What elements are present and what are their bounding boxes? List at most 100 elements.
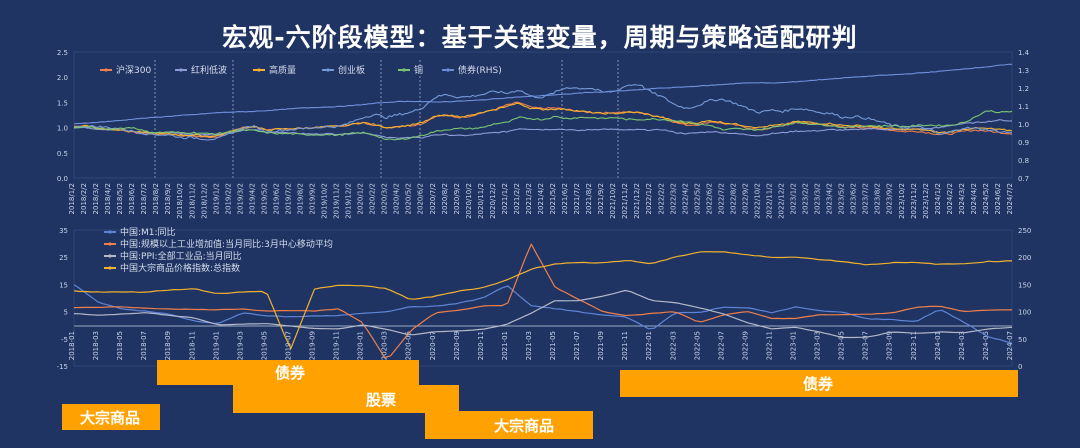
x-tick-label: 2018-03 <box>92 331 100 360</box>
legend-entry: 中国大宗商品价格指数:总指数 <box>120 262 240 274</box>
x-tick-label: 2019-09 <box>309 331 317 360</box>
x-tick-label: 2021-07 <box>573 331 581 360</box>
x-tick-label: 2023/4/2 <box>826 183 834 214</box>
x-tick-label: 2019/6/2 <box>272 183 280 214</box>
y-tick-label: 0.0 <box>57 175 68 183</box>
y-tick-label: 0.5 <box>57 150 68 158</box>
x-tick-label: 2022/6/2 <box>705 183 713 214</box>
x-tick-label: 2019/2/2 <box>224 183 232 214</box>
legend-entry: 沪深300 <box>116 64 151 76</box>
x-tick-label: 2018/12/2 <box>200 183 208 219</box>
x-tick-label: 2022/1/2 <box>645 183 653 214</box>
x-tick-label: 2023/8/2 <box>874 183 882 214</box>
x-tick-label: 2021/1/2 <box>501 183 509 214</box>
x-tick-label: 2022-09 <box>741 331 749 360</box>
legend-marker <box>257 68 261 72</box>
y-tick-label: 2.5 <box>57 49 68 57</box>
legend-marker <box>179 68 183 72</box>
x-tick-label: 2018-11 <box>188 331 196 360</box>
y-tick-label: 1.0 <box>57 125 68 133</box>
x-tick-label: 2023/5/2 <box>838 183 846 214</box>
x-tick-label: 2019/1/2 <box>212 183 220 214</box>
x-tick-label: 2021/8/2 <box>585 183 593 214</box>
series-line <box>74 251 1012 350</box>
x-tick-label: 2023-09 <box>886 331 894 360</box>
x-tick-label: 2024/2/2 <box>946 183 954 214</box>
x-tick-label: 2019/5/2 <box>260 183 268 214</box>
legend-marker <box>104 68 108 72</box>
x-tick-label: 2020-11 <box>477 331 485 360</box>
legend-marker <box>108 254 112 258</box>
x-tick-label: 2019/4/2 <box>248 183 256 214</box>
x-tick-label: 2020-03 <box>381 331 389 360</box>
x-tick-label: 2020/3/2 <box>381 183 389 214</box>
bottom-chart: -15 -5 5 15 25 35 0 50 100 150 200 250 2018-01 2018-0… <box>57 226 1032 371</box>
y2-tick-label: 1.3 <box>1018 67 1029 75</box>
y2-tick-label: 1.2 <box>1018 85 1029 93</box>
x-tick-label: 2018-09 <box>164 331 172 360</box>
x-tick-label: 2023/12/2 <box>922 183 930 219</box>
page-title: 宏观-六阶段模型：基于关键变量，周期与策略适配研判 <box>222 23 858 52</box>
x-tick-label: 2021/3/2 <box>525 183 533 214</box>
x-tick-label: 2019-05 <box>260 331 268 360</box>
phase-bar <box>233 385 459 413</box>
x-tick-label: 2018/2/2 <box>80 183 88 214</box>
plot-frame <box>73 229 1013 367</box>
x-tick-label: 2022/10/2 <box>753 183 761 219</box>
x-tick-label: 2020/11/2 <box>477 183 485 219</box>
x-tick-label: 2022/5/2 <box>693 183 701 214</box>
phase-bar <box>620 370 1018 397</box>
phase-label: 债券 <box>803 375 834 393</box>
series-group <box>74 243 1012 359</box>
x-tick-label: 2019-11 <box>333 331 341 360</box>
x-tick-label: 2018/4/2 <box>104 183 112 214</box>
x-tick-label: 2020/6/2 <box>417 183 425 214</box>
x-tick-label: 2023/9/2 <box>886 183 894 214</box>
phase-label: 大宗商品 <box>80 409 140 427</box>
x-tick-label: 2021-09 <box>597 331 605 360</box>
x-tick-label: 2021-03 <box>525 331 533 360</box>
x-tick-label: 2023/11/2 <box>910 183 918 219</box>
x-tick-label: 2018-07 <box>140 331 148 360</box>
y2-tick-label: 1.4 <box>1018 49 1030 57</box>
x-tick-label: 2023/1/2 <box>790 183 798 214</box>
y-tick-label: 15 <box>59 281 68 289</box>
legend-marker <box>108 266 112 270</box>
legend-entry: 中国:规模以上工业增加值:当月同比:3月中心移动平均 <box>120 238 333 250</box>
y-tick-label: 35 <box>59 227 68 235</box>
series-line <box>74 243 1012 359</box>
phase-bar <box>62 404 160 430</box>
x-tick-label: 2024-05 <box>982 331 990 360</box>
x-tick-label: 2018/3/2 <box>92 183 100 214</box>
x-tick-label: 2018/11/2 <box>188 183 196 219</box>
x-tick-label: 2020/2/2 <box>369 183 377 214</box>
x-tick-label: 2022-11 <box>765 331 773 360</box>
x-tick-label: 2019/10/2 <box>321 183 329 219</box>
x-tick-label: 2023-05 <box>838 331 846 360</box>
x-tick-label: 2019/8/2 <box>296 183 304 214</box>
legend-entry: 创业板 <box>338 64 365 76</box>
phase-bar <box>157 360 419 385</box>
x-tick-label: 2020-07 <box>429 331 437 360</box>
y-tick-label: -5 <box>61 336 68 344</box>
x-tick-label: 2022/2/2 <box>657 183 665 214</box>
x-tick-label: 2018/8/2 <box>152 183 160 214</box>
x-tick-label: 2022/4/2 <box>681 183 689 214</box>
x-tick-label: 2019/3/2 <box>236 183 244 214</box>
x-tick-label: 2019-07 <box>284 331 292 360</box>
legend-entry: 红利低波 <box>191 64 227 76</box>
x-tick-label: 2022-05 <box>693 331 701 360</box>
x-tick-label: 2021/6/2 <box>561 183 569 214</box>
phase-bar <box>425 411 593 439</box>
y2-tick-label: 0.9 <box>1018 139 1029 147</box>
x-tick-label: 2024/1/2 <box>934 183 942 214</box>
x-tick-label: 2018/6/2 <box>128 183 136 214</box>
legend-entry: 铜 <box>414 64 423 76</box>
series-line <box>74 110 1012 141</box>
x-tick-label: 2018/10/2 <box>176 183 184 219</box>
x-tick-label: 2022/8/2 <box>729 183 737 214</box>
x-tick-label: 2018-05 <box>116 331 124 360</box>
series-line <box>74 102 1012 138</box>
x-tick-label: 2020-01 <box>357 331 365 360</box>
x-tick-label: 2021/7/2 <box>573 183 581 214</box>
